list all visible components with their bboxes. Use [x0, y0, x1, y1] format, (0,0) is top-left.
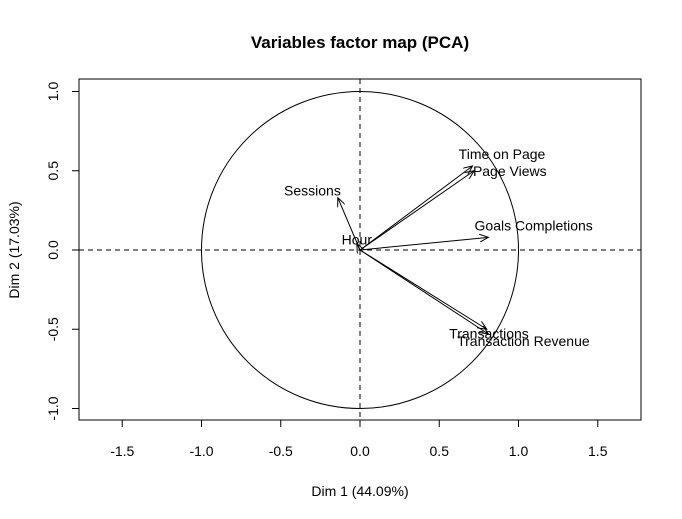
x-tick-label: -0.5: [269, 443, 293, 459]
arrow-sessions: [338, 198, 361, 251]
y-tick-label: -0.5: [45, 317, 61, 341]
arrow-time-on-page: [359, 166, 473, 251]
arrow-goals-completions: [359, 237, 488, 251]
x-tick-label: -1.0: [189, 443, 213, 459]
variable-label-sessions: Sessions: [284, 183, 341, 199]
y-tick-label: 0.5: [45, 161, 61, 181]
y-tick-label: 1.0: [45, 82, 61, 102]
y-axis-label: Dim 2 (17.03%): [6, 201, 22, 298]
x-axis: -1.5 -1.0 -0.5 0.0 0.5 1.0 1.5: [110, 419, 608, 459]
y-axis: -1.0 -0.5 0.0 0.5 1.0: [45, 82, 80, 421]
variable-label-goals-completions: Goals Completions: [475, 217, 593, 233]
arrow-page-views: [359, 171, 474, 251]
variable-label-hour: Hour: [342, 232, 373, 248]
variable-label-transaction-revenue: Transaction Revenue: [457, 333, 590, 349]
arrow-hour: [357, 244, 360, 250]
correlation-circle: [201, 91, 519, 409]
variable-label-page-views: Page Views: [473, 163, 547, 179]
variable-label-time-on-page: Time on Page: [459, 146, 546, 162]
x-tick-label: 0.0: [350, 443, 370, 459]
arrow-transaction-revenue: [359, 249, 488, 334]
y-tick-label: 0.0: [45, 240, 61, 260]
x-axis-label: Dim 1 (44.09%): [311, 483, 408, 499]
x-tick-label: -1.5: [110, 443, 134, 459]
x-tick-label: 1.0: [509, 443, 529, 459]
y-tick-label: -1.0: [45, 396, 61, 420]
x-tick-label: 0.5: [430, 443, 450, 459]
chart-title: Variables factor map (PCA): [251, 33, 469, 52]
x-tick-label: 1.5: [588, 443, 608, 459]
arrow-transactions: [359, 249, 487, 329]
